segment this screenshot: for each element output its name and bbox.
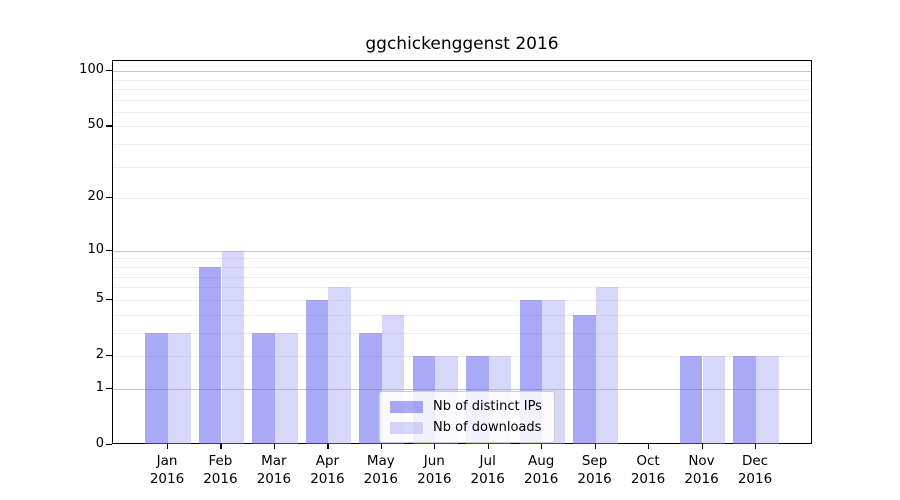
x-tick-label: Nov 2016 <box>684 453 719 487</box>
bar-nb-of-downloads <box>702 356 726 444</box>
gridline-minor <box>113 166 811 168</box>
y-tick-mark <box>106 70 112 72</box>
y-tick-label: 1 <box>95 379 104 395</box>
legend-label-distinct-ips: Nb of distinct IPs <box>433 399 542 414</box>
y-tick-mark <box>106 387 112 389</box>
gridline-minor <box>113 79 811 81</box>
bar-nb-of-distinct-ips <box>305 299 329 444</box>
chart-title: ggchickenggenst 2016 <box>365 34 559 54</box>
gridline-minor <box>113 198 811 200</box>
y-tick-label: 0 <box>95 436 104 451</box>
bar-nb-of-distinct-ips <box>572 314 596 444</box>
bar-nb-of-distinct-ips <box>733 356 756 444</box>
legend-entry-downloads: Nb of downloads <box>390 420 542 435</box>
gridline-minor <box>113 332 811 334</box>
gridline-minor <box>113 126 811 128</box>
gridline-minor <box>113 356 811 357</box>
legend-entry-distinct-ips: Nb of distinct IPs <box>390 399 542 414</box>
x-tick-label: May 2016 <box>363 453 398 487</box>
bar-nb-of-downloads <box>328 287 352 444</box>
y-tick-mark <box>106 249 112 251</box>
x-tick-label: Jan 2016 <box>149 453 185 487</box>
y-tick-label: 10 <box>87 241 104 257</box>
gridline-minor <box>113 111 811 113</box>
bar-nb-of-downloads <box>274 332 298 444</box>
x-tick-label: Apr 2016 <box>310 453 345 487</box>
x-tick-label: Jun 2016 <box>417 453 452 487</box>
x-tick-mark <box>701 444 703 449</box>
y-tick-label: 50 <box>87 117 104 133</box>
gridline-minor <box>113 314 811 316</box>
x-tick-mark <box>434 444 436 449</box>
y-tick-label: 100 <box>79 62 104 77</box>
plot-area: Nb of distinct IPs Nb of downloads <box>112 60 812 444</box>
gridline-major <box>113 250 811 252</box>
bar-nb-of-downloads <box>756 356 779 444</box>
x-tick-label: Sep 2016 <box>577 453 612 487</box>
legend: Nb of distinct IPs Nb of downloads <box>379 391 555 443</box>
x-tick-mark <box>594 444 596 449</box>
bar-nb-of-distinct-ips <box>359 332 382 444</box>
gridline-minor <box>113 287 811 289</box>
x-tick-label: Jul 2016 <box>470 453 505 487</box>
bar-nb-of-distinct-ips <box>679 356 703 444</box>
gridline-major <box>113 388 811 390</box>
x-tick-label: Feb 2016 <box>203 453 238 487</box>
gridline-minor <box>113 88 811 90</box>
x-tick-mark <box>487 444 489 449</box>
gridline-minor <box>113 299 811 301</box>
x-tick-mark <box>167 444 169 449</box>
x-tick-mark <box>380 444 382 449</box>
gridline-minor <box>113 99 811 101</box>
bar-nb-of-distinct-ips <box>252 332 275 444</box>
y-tick-mark <box>106 298 112 300</box>
gridline-major <box>113 71 811 72</box>
bar-nb-of-downloads <box>168 332 191 444</box>
x-tick-label: Dec 2016 <box>737 453 773 487</box>
bar-nb-of-downloads <box>221 250 245 444</box>
x-tick-mark <box>273 444 276 449</box>
bar-nb-of-distinct-ips <box>198 266 222 444</box>
y-tick-mark <box>106 197 112 199</box>
y-tick-label: 2 <box>95 347 104 362</box>
x-tick-mark <box>327 444 329 449</box>
x-tick-mark <box>648 444 650 449</box>
legend-swatch-downloads <box>390 421 423 434</box>
y-tick-mark <box>106 355 112 357</box>
y-tick-mark <box>106 125 112 127</box>
legend-label-downloads: Nb of downloads <box>433 420 542 435</box>
legend-swatch-distinct-ips <box>390 400 423 413</box>
x-tick-label: Mar 2016 <box>256 453 292 487</box>
x-tick-mark <box>755 444 757 449</box>
x-tick-label: Aug 2016 <box>524 453 559 487</box>
x-tick-mark <box>541 444 543 449</box>
x-tick-mark <box>220 444 222 449</box>
y-tick-label: 5 <box>95 290 104 306</box>
gridline-minor <box>113 144 811 146</box>
x-tick-label: Oct 2016 <box>630 453 666 487</box>
y-tick-mark <box>106 444 112 446</box>
bar-nb-of-distinct-ips <box>145 332 168 444</box>
bar-nb-of-downloads <box>595 287 619 444</box>
y-tick-label: 20 <box>87 189 104 205</box>
gridline-minor <box>113 258 811 260</box>
gridline-minor <box>113 276 811 278</box>
gridline-minor <box>113 266 811 268</box>
